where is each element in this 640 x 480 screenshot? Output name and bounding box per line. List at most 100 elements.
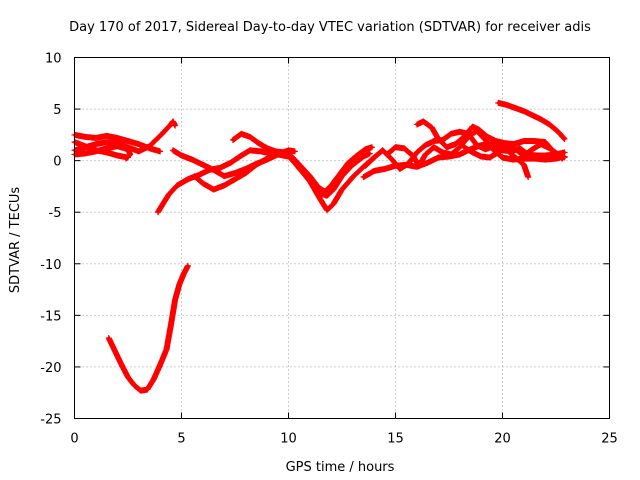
data-point: [501, 156, 504, 159]
y-axis-label: SDTVAR / TECUs: [8, 187, 23, 294]
data-point: [299, 165, 303, 169]
data-point-markers: [105, 262, 191, 394]
data-point: [394, 145, 397, 149]
data-point: [218, 166, 222, 170]
data-point: [115, 136, 119, 140]
data-point: [364, 147, 367, 151]
data-point: [340, 188, 344, 191]
data-point: [233, 171, 237, 175]
data-point: [212, 168, 216, 172]
data-point: [158, 363, 162, 367]
data-point: [222, 174, 226, 178]
data-point: [248, 135, 252, 139]
data-series: [71, 99, 568, 394]
y-tick-label: -5: [49, 206, 62, 221]
data-point: [325, 194, 329, 198]
data-point: [364, 164, 367, 168]
data-point: [257, 141, 260, 145]
data-point: [458, 130, 462, 134]
y-tick-label: 0: [53, 155, 61, 170]
data-point: [539, 142, 543, 146]
data-point: [370, 145, 374, 149]
grid-lines: [74, 57, 610, 419]
data-point: [511, 142, 515, 146]
data-point: [338, 172, 342, 176]
series-track-k: [360, 141, 532, 181]
data-point: [548, 146, 551, 150]
data-point: [265, 146, 269, 150]
data-point: [94, 142, 98, 146]
data-point: [411, 154, 414, 157]
data-point: [563, 156, 566, 159]
series-track-o: [461, 141, 568, 161]
data-point: [148, 144, 151, 148]
data-point: [513, 147, 517, 151]
data-point: [556, 153, 560, 156]
data-point: [83, 135, 87, 139]
y-tick-label: 10: [45, 52, 62, 67]
data-point: [347, 161, 350, 165]
data-point: [394, 164, 397, 168]
data-point: [319, 198, 322, 202]
data-point: [291, 156, 295, 159]
data-point: [145, 388, 149, 391]
data-point: [389, 157, 393, 161]
data-point: [126, 147, 130, 151]
x-axis-label: GPS time / hours: [286, 460, 395, 475]
data-point: [182, 272, 186, 276]
data-point: [458, 145, 462, 149]
data-point: [436, 156, 440, 159]
y-tick-label: -25: [40, 413, 61, 428]
data-point: [362, 155, 365, 158]
data-point: [432, 145, 436, 149]
data-point: [126, 375, 130, 379]
data-point-markers: [495, 99, 568, 142]
y-tick-label: 5: [53, 103, 61, 118]
plot-frame: [74, 57, 610, 419]
data-point: [229, 161, 233, 165]
data-point: [186, 264, 190, 268]
data-point: [449, 132, 453, 136]
data-point: [496, 151, 500, 154]
data-point: [471, 151, 474, 154]
data-point: [513, 106, 517, 110]
data-point: [105, 140, 108, 144]
axis-ticks: 0 5 10 15 20 25 10 5 0 -5 -10 -15 -20 -25: [40, 52, 618, 447]
data-point: [332, 202, 335, 206]
data-point: [156, 210, 160, 214]
data-point: [259, 150, 263, 153]
data-point: [274, 150, 278, 153]
data-point: [165, 348, 168, 351]
data-point: [94, 150, 98, 153]
data-point: [212, 188, 216, 191]
data-point: [282, 151, 286, 154]
data-point: [351, 175, 355, 179]
data-point: [531, 147, 534, 151]
data-point: [83, 152, 87, 155]
data-point: [548, 123, 551, 126]
data-point: [381, 148, 385, 152]
data-point: [137, 150, 141, 153]
data-point: [180, 154, 183, 157]
data-point: [105, 151, 108, 154]
x-tick-label: 20: [494, 432, 511, 447]
data-point: [308, 174, 312, 178]
data-point: [240, 132, 243, 136]
data-point: [201, 181, 205, 185]
data-point: [430, 126, 434, 129]
data-point: [522, 154, 526, 157]
data-point: [126, 139, 130, 143]
data-point: [233, 177, 237, 181]
data-point: [432, 139, 436, 143]
data-point: [449, 153, 453, 156]
data-point: [479, 143, 483, 147]
data-point: [323, 190, 327, 194]
data-point: [543, 158, 547, 162]
data-point: [173, 124, 177, 127]
data-point: [484, 138, 487, 142]
data-point: [197, 173, 201, 177]
data-point: [494, 139, 498, 143]
data-point: [503, 141, 506, 145]
data-point: [488, 156, 492, 159]
data-point: [248, 148, 252, 152]
